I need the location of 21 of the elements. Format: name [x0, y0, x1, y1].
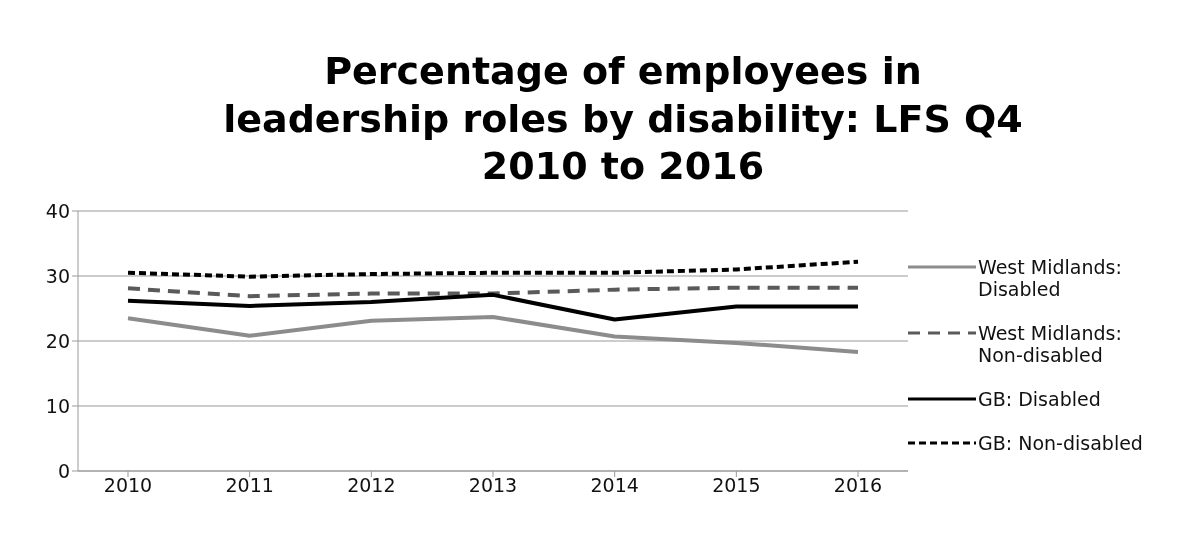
y-tick-label: 20 [45, 329, 70, 352]
legend-label: GB: Disabled [978, 387, 1101, 410]
legend-label: West Midlands: Disabled [978, 255, 1123, 300]
x-tick-label: 2014 [590, 473, 639, 496]
y-tick-label: 30 [45, 264, 70, 287]
x-tick-label: 2013 [468, 473, 518, 496]
chart-title: Percentage of employees in leadership roles by disability: LFS Q4 2010 to 2016 [222, 48, 1024, 190]
x-tick-label: 2016 [833, 473, 883, 496]
legend-label: West Midlands: Non-disabled [978, 321, 1123, 366]
line-series [126, 285, 860, 298]
legend-label: GB: Non-disabled [978, 431, 1143, 454]
x-tick-label: 2012 [347, 473, 396, 496]
line-series [126, 314, 860, 354]
line-series [126, 259, 860, 279]
y-tick-label: 0 [57, 459, 70, 482]
x-tick-label: 2015 [712, 473, 761, 496]
x-tick-label: 2011 [225, 473, 274, 496]
y-tick-label: 40 [45, 199, 70, 222]
y-tick-label: 10 [45, 394, 70, 417]
x-tick-label: 2010 [103, 473, 153, 496]
line-series [126, 292, 860, 322]
